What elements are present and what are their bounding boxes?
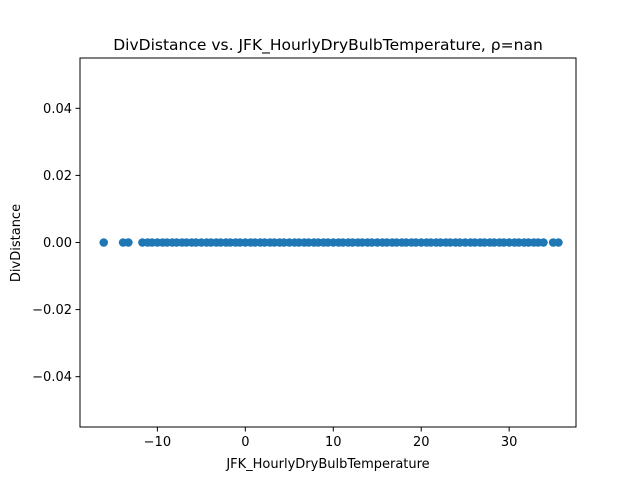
y-tick-label: 0.00 (43, 236, 72, 251)
chart-title: DivDistance vs. JFK_HourlyDryBulbTempera… (113, 36, 543, 55)
y-tick-label: −0.04 (32, 370, 72, 385)
x-tick-label: 20 (413, 435, 430, 450)
x-axis: −10 0 10 20 30 (144, 427, 518, 450)
x-tick-label: 10 (325, 435, 342, 450)
x-tick-label: −10 (144, 435, 171, 450)
y-tick-label: 0.04 (43, 102, 72, 117)
y-axis-label: DivDistance (9, 204, 24, 282)
data-point (539, 238, 548, 247)
x-axis-label: JFK_HourlyDryBulbTemperature (225, 457, 429, 472)
data-point (124, 238, 133, 247)
data-point (554, 238, 563, 247)
x-tick-label: 0 (241, 435, 249, 450)
y-tick-label: −0.02 (32, 303, 72, 318)
plot-area (99, 238, 563, 247)
y-axis: −0.04 −0.02 0.00 0.02 0.04 (32, 102, 80, 385)
data-point (99, 238, 109, 247)
x-tick-label: 30 (501, 435, 518, 450)
y-tick-label: 0.02 (43, 169, 72, 184)
